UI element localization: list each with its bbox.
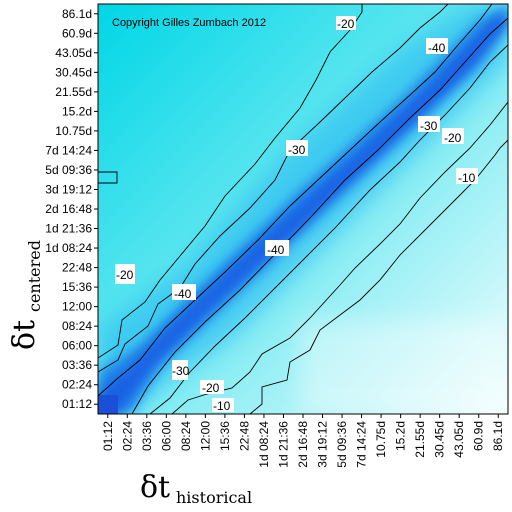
x-tick-label: 15.2d xyxy=(394,421,408,451)
y-tick-label: 15.2d xyxy=(62,104,92,118)
y-tick-label: 03:36 xyxy=(62,358,92,372)
contour-label: -20 xyxy=(337,17,355,31)
contour-line-neg30-lower xyxy=(149,44,508,414)
contour-label-group: -20 -40 -30 -20 -30 -10 -40 -20 -40 -30 … xyxy=(115,16,478,413)
x-tick-label: 1d 08:24 xyxy=(257,421,271,468)
y-axis-subscript: centered xyxy=(25,240,44,312)
y-tick-label: 12:00 xyxy=(62,300,92,314)
contour-label: -30 xyxy=(172,364,190,378)
y-tick-label: 5d 09:36 xyxy=(45,163,92,177)
x-axis-symbol: δt xyxy=(140,470,170,505)
heatmap-core xyxy=(98,12,508,414)
contour-label: -40 xyxy=(174,287,192,301)
contour-label: -10 xyxy=(458,171,476,185)
x-axis-title: δt historical xyxy=(140,470,252,507)
contour-label: -20 xyxy=(116,268,134,282)
contour-label: -40 xyxy=(428,41,446,55)
y-tick-label: 06:00 xyxy=(62,339,92,353)
x-tick-label: 01:12 xyxy=(101,421,115,451)
x-tick-label: 21.55d xyxy=(413,421,427,458)
contour-line-neg40-upper xyxy=(98,4,493,397)
x-tick-label: 86.1d xyxy=(491,421,505,451)
y-tick-label: 21.55d xyxy=(55,85,92,99)
heatmap-corner-cell xyxy=(98,395,118,414)
copyright-notice: Copyright Gilles Zumbach 2012 xyxy=(112,17,266,29)
x-axis-ticks: 01:12 02:24 03:36 06:00 08:24 12:00 15:36 22:48… xyxy=(101,414,505,468)
heatmap-white-corner xyxy=(300,320,508,414)
x-tick-label: 5d 09:36 xyxy=(335,421,349,468)
contour-label: -20 xyxy=(444,131,462,145)
y-tick-label: 86.1d xyxy=(62,7,92,21)
contour-label: -10 xyxy=(213,399,231,413)
contour-label: -30 xyxy=(420,119,438,133)
contour-line-neg20-box xyxy=(98,171,118,184)
y-tick-label: 22:48 xyxy=(62,261,92,275)
y-tick-label: 2d 16:48 xyxy=(45,202,92,216)
x-tick-label: 10.75d xyxy=(374,421,388,458)
x-tick-label: 03:36 xyxy=(140,421,154,451)
x-tick-label: 15:36 xyxy=(218,421,232,451)
x-tick-label: 3d 19:12 xyxy=(316,421,330,468)
contour-label: -30 xyxy=(288,143,306,157)
y-tick-label: 10.75d xyxy=(55,124,92,138)
y-tick-label: 30.45d xyxy=(55,65,92,79)
y-tick-label: 60.9d xyxy=(62,26,92,40)
contour-line-neg40-lower xyxy=(131,17,508,414)
contour-line-neg20-upper xyxy=(98,4,363,359)
y-tick-label: 02:24 xyxy=(62,378,92,392)
x-tick-label: 12:00 xyxy=(198,421,212,451)
y-tick-label: 3d 19:12 xyxy=(45,182,92,196)
contour-line-neg30-upper xyxy=(98,4,449,373)
y-tick-label: 1d 21:36 xyxy=(45,222,92,236)
y-tick-label: 08:24 xyxy=(62,319,92,333)
x-tick-label: 06:00 xyxy=(159,421,173,451)
x-tick-label: 30.45d xyxy=(433,421,447,458)
y-tick-label: 1d 08:24 xyxy=(45,241,92,255)
y-axis-symbol: δt xyxy=(7,320,42,350)
x-tick-label: 60.9d xyxy=(472,421,486,451)
x-tick-label: 22:48 xyxy=(237,421,251,451)
x-tick-label: 2d 16:48 xyxy=(296,421,310,468)
y-tick-label: 01:12 xyxy=(62,397,92,411)
x-tick-label: 08:24 xyxy=(179,421,193,451)
y-axis-title: δt centered xyxy=(7,240,44,350)
x-axis-subscript: historical xyxy=(176,488,252,507)
x-tick-label: 7d 14:24 xyxy=(355,421,369,468)
contour-label: -20 xyxy=(202,381,220,395)
contour-label: -40 xyxy=(267,243,285,257)
plot-area: -20 -40 -30 -20 -30 -10 -40 -20 -40 -30 … xyxy=(98,4,508,414)
y-tick-label: 7d 14:24 xyxy=(45,143,92,157)
y-tick-label: 15:36 xyxy=(62,280,92,294)
y-axis-ticks: 01:12 02:24 03:36 06:00 08:24 12:00 15:36 22:48… xyxy=(45,7,98,411)
x-tick-label: 43.05d xyxy=(452,421,466,458)
y-tick-label: 43.05d xyxy=(55,46,92,60)
x-tick-label: 1d 21:36 xyxy=(276,421,290,468)
x-tick-label: 02:24 xyxy=(120,421,134,451)
contours xyxy=(98,4,508,414)
contour-line-neg10-lower xyxy=(249,139,508,414)
